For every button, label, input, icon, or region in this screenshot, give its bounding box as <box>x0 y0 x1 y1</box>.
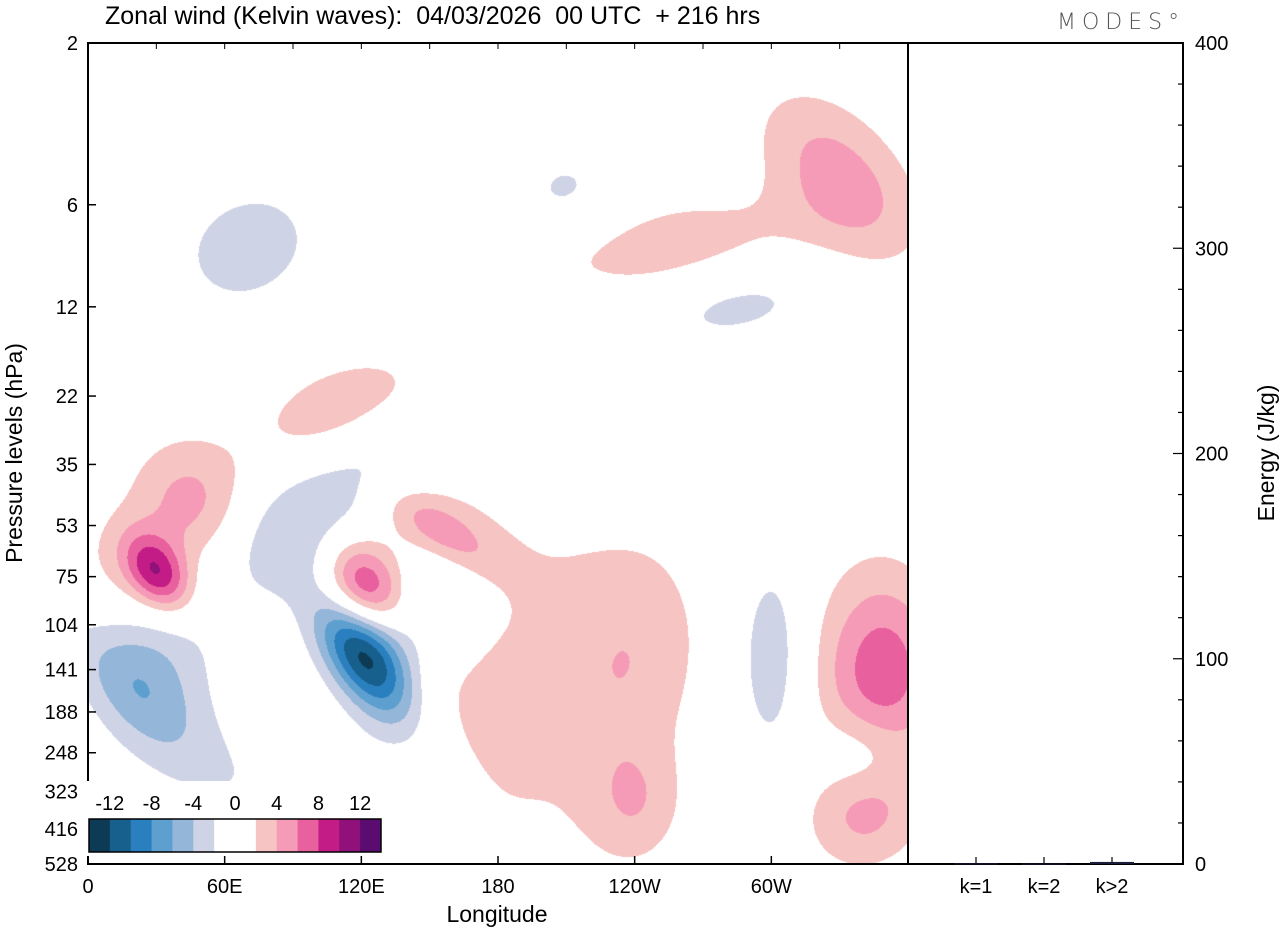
colorbar-swatch <box>339 819 361 852</box>
hovmoller-contour-field <box>88 43 908 864</box>
colorbar-swatch <box>318 819 340 852</box>
y-tick-label: 323 <box>45 782 78 804</box>
colorbar-label: -8 <box>143 793 161 815</box>
y-tick-label: 22 <box>56 386 78 408</box>
y-axis-title: Pressure levels (hPa) <box>1 343 27 563</box>
colorbar-swatch <box>214 819 236 852</box>
colorbar-swatch <box>235 819 257 852</box>
colorbar-frame <box>88 818 382 853</box>
energy-category-label: k>2 <box>1096 876 1129 898</box>
colorbar-swatch <box>151 819 173 852</box>
energy-bar <box>954 863 998 865</box>
modes-logo: MODES° <box>1057 10 1186 35</box>
y-tick-label: 188 <box>45 702 78 724</box>
y-tick-label: 528 <box>45 854 78 876</box>
y-tick-label: 53 <box>56 516 78 538</box>
y-tick-label: 12 <box>56 297 78 319</box>
colorbar-label: 0 <box>229 793 240 815</box>
colorbar-swatch <box>360 819 382 852</box>
colorbar-label: 8 <box>313 793 324 815</box>
y-tick-label: 104 <box>45 615 78 637</box>
energy-tick-label: 200 <box>1195 444 1228 466</box>
y-tick-label: 35 <box>56 454 78 476</box>
colorbar-swatch <box>297 819 319 852</box>
energy-bar <box>1090 861 1134 864</box>
colorbar-swatch <box>193 819 215 852</box>
energy-category-label: k=1 <box>960 876 993 898</box>
energy-tick-label: 400 <box>1195 33 1228 55</box>
colorbar-label: -4 <box>184 793 202 815</box>
colorbar: -12 -8 -4 0 4 8 12 <box>86 781 384 856</box>
x-tick-label: 0 <box>82 876 93 898</box>
y-tick-label: 141 <box>45 660 78 682</box>
y-tick-label: 248 <box>45 743 78 765</box>
colorbar-label: 4 <box>271 793 282 815</box>
energy-panel-frame <box>907 42 1184 865</box>
y-tick-label: 2 <box>67 33 78 55</box>
x-tick-label: 60W <box>751 876 792 898</box>
energy-tick-label: 0 <box>1195 854 1206 876</box>
x-axis-title: Longitude <box>446 901 547 927</box>
y-tick-label: 75 <box>56 567 78 589</box>
x-tick-label: 60E <box>207 876 243 898</box>
chart-title: Zonal wind (Kelvin waves): 04/03/2026 00… <box>105 2 761 30</box>
colorbar-swatch <box>109 819 132 852</box>
y-tick-label: 416 <box>45 819 78 841</box>
energy-tick-label: 100 <box>1195 649 1228 671</box>
colorbar-swatch <box>172 819 194 852</box>
energy-category-label: k=2 <box>1028 876 1061 898</box>
colorbar-label: 12 <box>349 793 371 815</box>
energy-axis-title: Energy (J/kg) <box>1253 385 1279 522</box>
x-tick-label: 120W <box>609 876 661 898</box>
x-tick-label: 180 <box>481 876 514 898</box>
colorbar-swatch <box>130 819 153 852</box>
colorbar-swatch <box>89 819 111 852</box>
x-tick-label: 120E <box>338 876 385 898</box>
energy-bars <box>954 861 1134 865</box>
energy-tick-label: 300 <box>1195 238 1228 260</box>
energy-bar <box>1022 863 1066 865</box>
y-tick-label: 6 <box>67 195 78 217</box>
wind-field-image <box>88 43 908 864</box>
colorbar-swatch <box>276 819 299 852</box>
colorbar-swatch <box>255 819 278 852</box>
colorbar-label: -12 <box>95 793 124 815</box>
